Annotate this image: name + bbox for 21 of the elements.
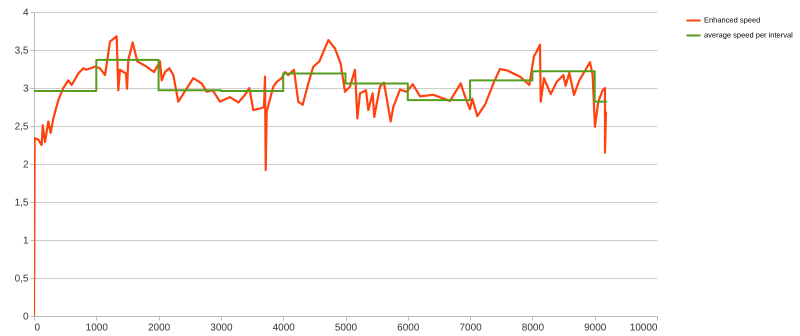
y-tick-label: 1,5 <box>14 198 29 208</box>
y-tick-label: 3,5 <box>14 46 29 56</box>
y-tick-label: 0,5 <box>14 274 29 284</box>
x-tick-label: 9000 <box>584 322 607 334</box>
x-tick-label: 4000 <box>272 322 296 334</box>
line-series <box>34 35 608 316</box>
x-tick-label: 8000 <box>522 322 544 334</box>
x-tick-label: 1000 <box>86 322 108 334</box>
y-tick-label: 2,5 <box>14 122 29 132</box>
x-tick-label: 6000 <box>397 322 420 334</box>
x-tick-label: 2000 <box>148 322 171 334</box>
x-tick-label: 7000 <box>459 322 482 334</box>
y-tick-label: 3 <box>22 84 29 94</box>
y-tick-label: 2 <box>22 160 29 170</box>
x-tick-label: 10000 <box>630 322 658 334</box>
y-tick-label: 1 <box>22 236 29 246</box>
y-tick-label: 0 <box>22 312 29 322</box>
x-tick-label: 5000 <box>334 322 358 334</box>
x-tick-label: 3000 <box>210 322 233 334</box>
y-tick-label: 4 <box>22 8 29 18</box>
x-tick-label: 0 <box>34 322 40 334</box>
